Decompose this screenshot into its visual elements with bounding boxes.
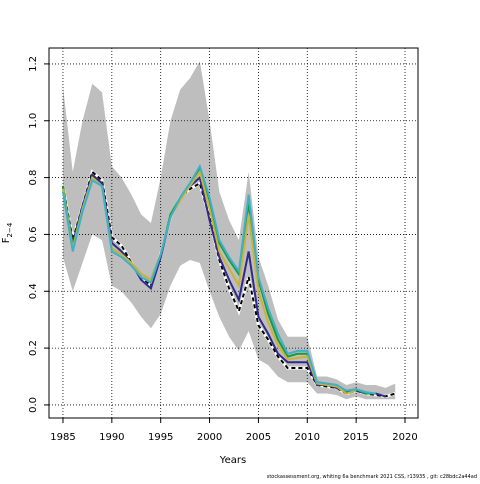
plot-frame (48, 47, 419, 419)
x-tick-label: 1995 (148, 432, 173, 443)
y-axis-label-sub: 2−4 (6, 222, 14, 237)
x-tick-label: 2000 (197, 432, 222, 443)
y-tick-label: 0.8 (28, 170, 39, 186)
y-axis-label-main: F (1, 237, 12, 243)
footer-note: stockassessment.org, whiting 6a benchmar… (267, 474, 477, 480)
y-tick-label: 0.6 (28, 226, 39, 242)
y-tick-label: 0.4 (28, 283, 39, 299)
y-tick-label: 0.0 (28, 397, 39, 413)
x-axis-label: Years (219, 455, 246, 466)
y-tick-label: 1.2 (28, 56, 39, 72)
x-tick-label: 1985 (50, 432, 75, 443)
y-tick-label: 1.0 (28, 113, 39, 129)
y-tick-label: 0.2 (28, 340, 39, 356)
x-tick-label: 2015 (343, 432, 368, 443)
x-tick-label: 1990 (99, 432, 124, 443)
x-tick-label: 2005 (246, 432, 271, 443)
x-tick-label: 2020 (392, 432, 417, 443)
y-axis-label: F2−4 (1, 222, 14, 243)
series-line (61, 163, 376, 395)
x-tick-label: 2010 (295, 432, 320, 443)
confidence-band (62, 61, 396, 400)
